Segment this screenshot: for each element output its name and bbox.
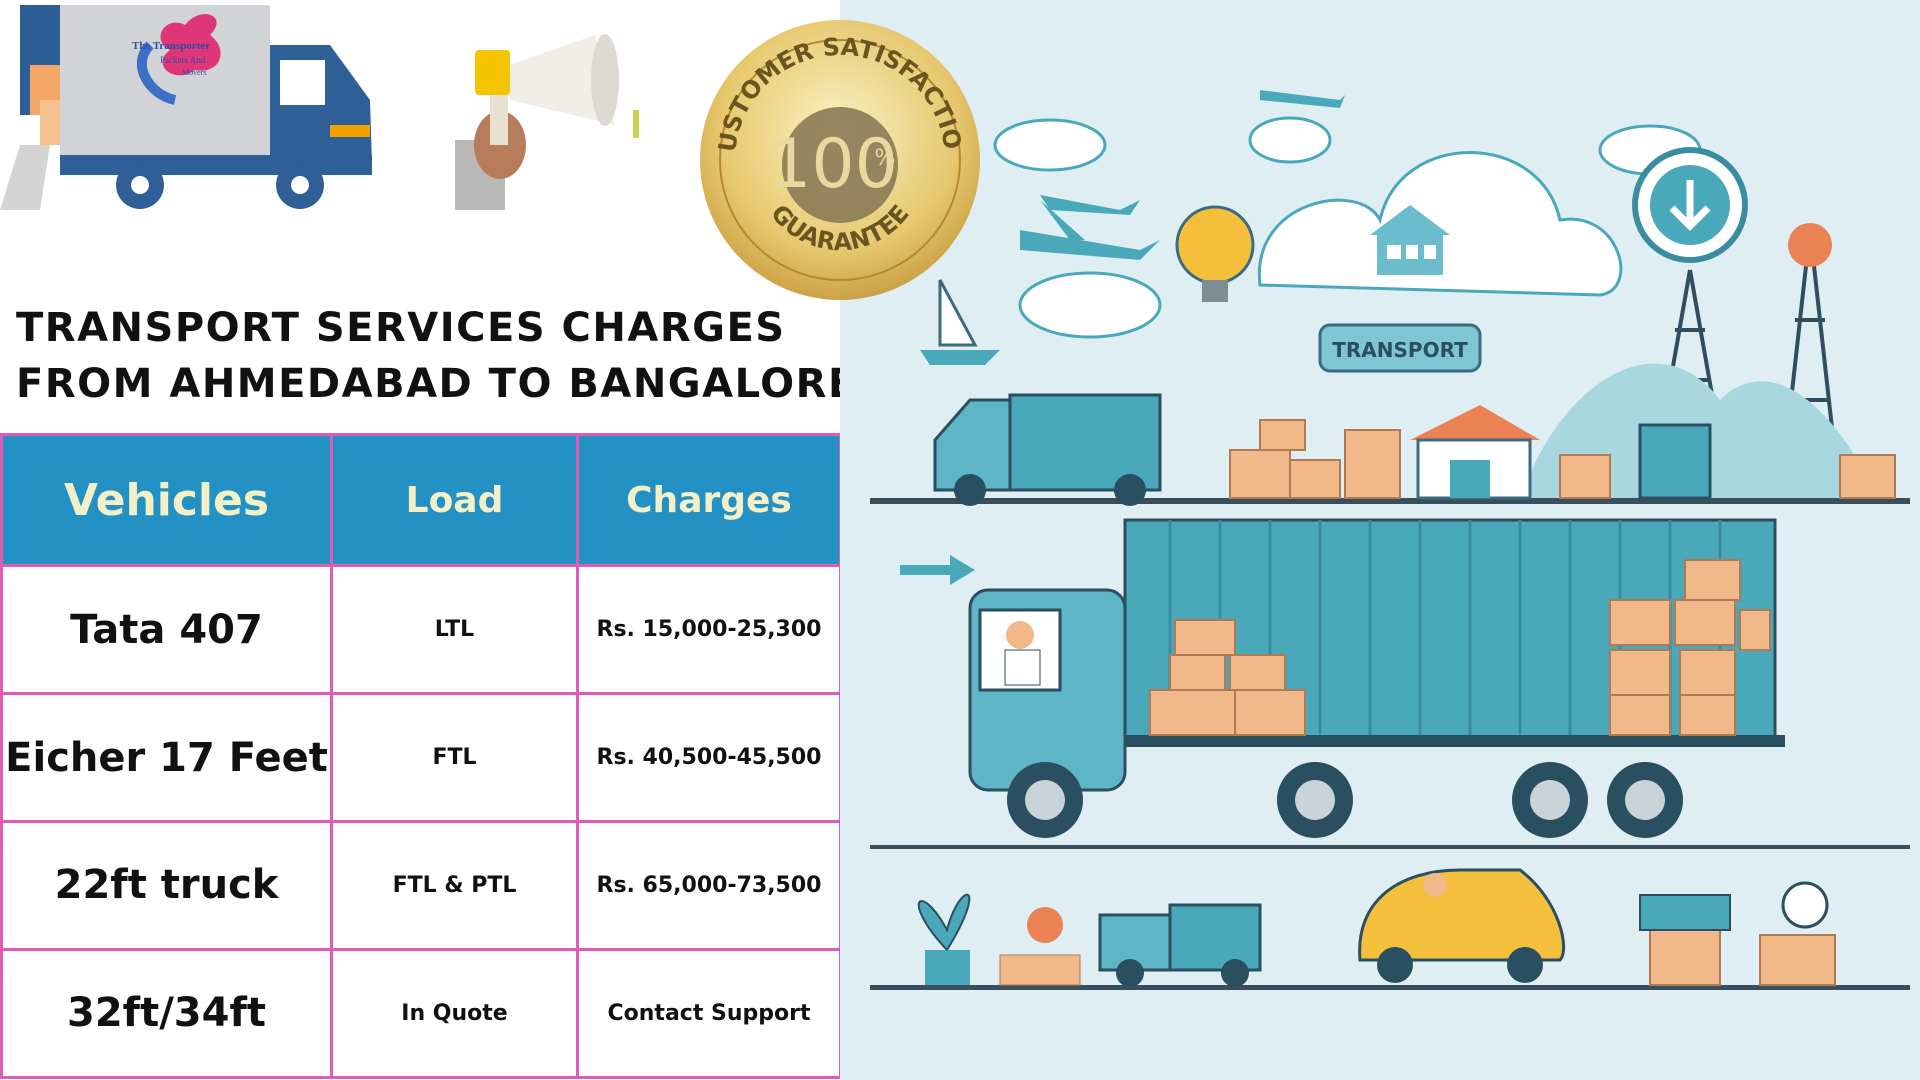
header-load: Load <box>330 432 579 568</box>
house-icon <box>1370 205 1450 275</box>
cart-vehicle-icon <box>1358 868 1566 983</box>
transport-illustration: TRANSPORT <box>840 0 1920 1080</box>
lightbulb-icon <box>1175 205 1255 302</box>
header-charges: Charges <box>576 432 842 568</box>
logistics-scene-icon: TRANSPORT <box>870 90 1910 990</box>
table-row: Eicher 17 Feet FTL Rs. 40,500-45,500 <box>0 692 842 823</box>
logo-line-3: Movers <box>182 68 206 77</box>
table-row: Tata 407 LTL Rs. 15,000-25,300 <box>0 564 842 696</box>
airplane-icon <box>1020 90 1345 260</box>
load-cell: In Quote <box>330 947 579 1080</box>
tower-icon <box>1658 229 1842 501</box>
table-row: 22ft truck FTL & PTL Rs. 65,000-73,500 <box>0 820 842 951</box>
megaphone-icon <box>455 34 639 210</box>
charges-table: Vehicles Load Charges Tata 407 LTL Rs. 1… <box>0 432 842 1080</box>
seal-unit: % <box>875 146 896 171</box>
warehouse-icon <box>1410 405 1540 500</box>
header-vehicles: Vehicles <box>0 432 333 568</box>
charges-cell: Rs. 40,500-45,500 <box>576 692 842 823</box>
logo-line-1: The Transporter <box>132 40 210 52</box>
title-line-1: TRANSPORT SERVICES CHARGES <box>16 305 786 351</box>
load-cell: LTL <box>330 564 579 696</box>
moving-van-logo-icon: The Transporter Packers And Movers <box>0 5 372 210</box>
charges-cell: Rs. 65,000-73,500 <box>576 820 842 951</box>
download-icon <box>1632 147 1748 263</box>
box-stack-icon <box>1229 419 1896 499</box>
seal-value: 100 <box>768 125 898 204</box>
small-truck-icon <box>1098 903 1262 987</box>
cloud-icon <box>993 116 1702 339</box>
arrow-right-icon <box>900 555 975 585</box>
logo-line-2: Packers And <box>160 55 206 65</box>
vehicle-cell: Eicher 17 Feet <box>0 692 333 823</box>
plant-icon <box>917 893 1081 986</box>
load-cell: FTL & PTL <box>330 820 579 951</box>
vehicle-cell: 22ft truck <box>0 820 333 951</box>
cargo-boxes-icon <box>1149 559 1771 736</box>
transport-sign: TRANSPORT <box>1318 323 1482 373</box>
vehicle-cell: Tata 407 <box>0 564 333 696</box>
title-line-2: FROM AHMEDABAD TO BANGALORE <box>16 361 857 407</box>
vehicle-cell: 32ft/34ft <box>0 947 333 1080</box>
charges-cell: Contact Support <box>576 947 842 1080</box>
table-row: 32ft/34ft In Quote Contact Support <box>0 947 842 1080</box>
left-panel: The Transporter Packers And Movers TRANS… <box>0 0 857 1080</box>
sailboat-icon <box>920 279 1000 365</box>
parcel-boxes-icon <box>1649 929 1836 986</box>
satisfaction-guarantee-seal: CUSTOMER SATISFACTION GUARANTEE 100 % <box>695 15 980 300</box>
table-header-row: Vehicles Load Charges <box>0 432 842 568</box>
sign-text: TRANSPORT <box>1332 338 1468 362</box>
delivery-van-icon <box>933 393 1162 506</box>
charges-cell: Rs. 15,000-25,300 <box>576 564 842 696</box>
load-cell: FTL <box>330 692 579 823</box>
page-title: TRANSPORT SERVICES CHARGES FROM AHMEDABA… <box>16 300 857 412</box>
